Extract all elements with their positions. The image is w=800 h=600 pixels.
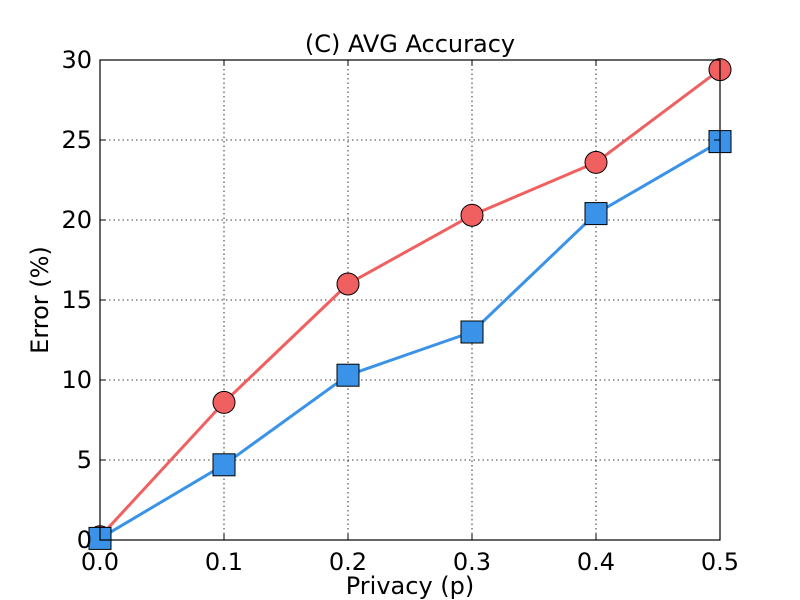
series-1-point	[212, 390, 236, 414]
x-tick-label: 0.0	[81, 548, 119, 576]
axis-ticks: 0.0 0.1 0.2 0.3 0.4 0.5 0 5 10 15 20 25 30	[61, 46, 739, 576]
y-tick-label: 20	[61, 206, 92, 234]
y-tick-label: 5	[77, 446, 92, 474]
series-1-point	[584, 150, 608, 174]
y-axis-title: Error (%)	[26, 246, 54, 354]
series-2-point	[336, 363, 360, 387]
chart-title: (C) AVG Accuracy	[305, 30, 515, 58]
y-tick-label: 0	[77, 526, 92, 554]
series-2-point	[584, 202, 608, 226]
x-tick-label: 0.1	[205, 548, 243, 576]
series-layer	[88, 58, 732, 550]
y-tick-label: 25	[61, 126, 92, 154]
y-tick-label: 30	[61, 46, 92, 74]
y-tick-label: 15	[61, 286, 92, 314]
gridlines	[100, 60, 720, 540]
series-2-point	[212, 453, 236, 477]
x-tick-label: 0.2	[329, 548, 367, 576]
series-1-point	[460, 203, 484, 227]
y-tick-label: 10	[61, 366, 92, 394]
x-axis-title: Privacy (p)	[346, 572, 474, 600]
series-1-line	[98, 68, 721, 538]
series-2-line	[99, 140, 721, 540]
x-tick-label: 0.5	[701, 548, 739, 576]
x-tick-label: 0.3	[453, 548, 491, 576]
series-1-point	[336, 272, 360, 296]
x-tick-label: 0.4	[577, 548, 615, 576]
series-2-point	[460, 320, 484, 344]
